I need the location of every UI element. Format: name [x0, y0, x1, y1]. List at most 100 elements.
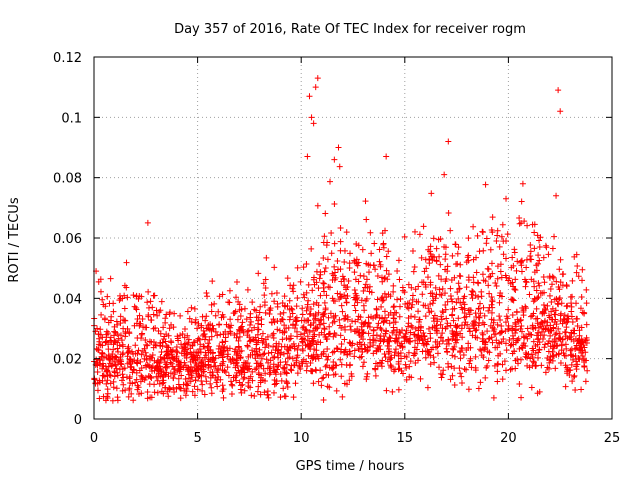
data-point [408, 284, 415, 291]
data-point [522, 350, 529, 357]
data-point [280, 385, 287, 392]
data-point [112, 329, 119, 336]
data-point [544, 340, 551, 347]
data-point [119, 387, 126, 394]
data-point [251, 306, 258, 313]
data-point [369, 336, 376, 343]
data-point [542, 305, 549, 312]
data-point [290, 394, 297, 401]
data-point [489, 304, 496, 311]
data-point [281, 365, 288, 372]
data-point [148, 375, 155, 382]
data-point [549, 245, 556, 252]
data-point [430, 297, 437, 304]
data-point [479, 330, 486, 337]
data-point [549, 281, 556, 288]
data-point [346, 348, 353, 355]
data-point [225, 372, 232, 379]
data-point [162, 319, 169, 326]
data-point [125, 343, 132, 350]
data-point [426, 348, 433, 355]
data-point [360, 336, 367, 343]
data-point [358, 319, 365, 326]
data-point [320, 348, 327, 355]
data-point [147, 355, 154, 362]
data-point [438, 316, 445, 323]
data-point [518, 220, 525, 227]
data-point [202, 333, 209, 340]
data-point [111, 338, 118, 345]
data-point [320, 320, 327, 327]
data-point [244, 342, 251, 349]
data-point [330, 358, 337, 365]
data-point [552, 307, 559, 314]
data-point [255, 320, 262, 327]
data-point [437, 334, 444, 341]
data-point [512, 276, 519, 283]
data-point [346, 260, 353, 267]
data-point [355, 329, 362, 336]
data-point [214, 377, 221, 384]
data-point [284, 346, 291, 353]
data-point [378, 295, 385, 302]
data-point [263, 254, 270, 261]
data-point [194, 386, 201, 393]
data-point [303, 367, 310, 374]
data-point [332, 298, 339, 305]
data-point [569, 318, 576, 325]
data-point [233, 357, 240, 364]
data-series-roti [91, 75, 591, 404]
data-point [418, 279, 425, 286]
data-point [173, 343, 180, 350]
data-point [327, 178, 334, 185]
data-point [178, 341, 185, 348]
data-point [383, 267, 390, 274]
data-point [104, 377, 111, 384]
data-point [119, 371, 126, 378]
data-point [539, 328, 546, 335]
data-point [280, 350, 287, 357]
data-point [469, 332, 476, 339]
data-point [488, 260, 495, 267]
data-point [373, 347, 380, 354]
data-point [329, 349, 336, 356]
data-point [186, 315, 193, 322]
data-point [385, 271, 392, 278]
data-point [332, 269, 339, 276]
data-point [337, 238, 344, 245]
data-point [351, 269, 358, 276]
data-point [494, 227, 501, 234]
data-point [368, 313, 375, 320]
data-point [455, 280, 462, 287]
data-point [517, 356, 524, 363]
data-point [163, 361, 170, 368]
data-point [149, 351, 156, 358]
data-point [237, 313, 244, 320]
data-point [293, 354, 300, 361]
data-point [121, 317, 128, 324]
data-point [467, 344, 474, 351]
data-point [339, 308, 346, 315]
data-point [335, 144, 342, 151]
data-point [473, 313, 480, 320]
data-point [235, 337, 242, 344]
data-point [488, 334, 495, 341]
data-point [212, 312, 219, 319]
data-point [268, 319, 275, 326]
data-point [368, 250, 375, 257]
data-point [233, 372, 240, 379]
data-point [275, 363, 282, 370]
data-point [295, 342, 302, 349]
data-point [271, 381, 278, 388]
data-point [485, 282, 492, 289]
data-point [119, 343, 126, 350]
data-point [449, 345, 456, 352]
data-point [427, 335, 434, 342]
data-point [107, 372, 114, 379]
data-point [121, 305, 128, 312]
data-point [268, 349, 275, 356]
data-point [581, 344, 588, 351]
data-point [208, 390, 215, 397]
data-point [475, 385, 482, 392]
